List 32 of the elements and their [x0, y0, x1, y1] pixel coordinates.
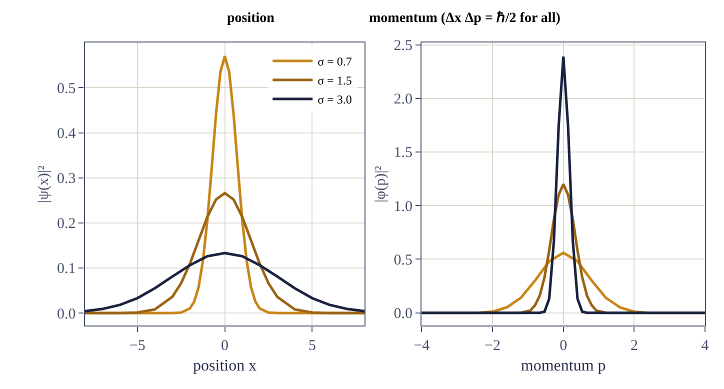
y-axis-title: |ψ(x)|²	[36, 164, 52, 203]
y-tick-label: 1.0	[394, 198, 413, 215]
y-tick-label: 2.0	[394, 92, 413, 108]
y-tick-label: 0.1	[56, 261, 76, 278]
x-tick-label: −4	[414, 338, 430, 354]
y-tick-label: 0.3	[56, 171, 76, 188]
chart-title: position	[227, 11, 275, 26]
x-tick-label: −2	[484, 338, 500, 354]
line-series	[422, 55, 706, 314]
y-tick-label: 0.5	[56, 80, 76, 97]
y-tick-label: 0.0	[56, 306, 76, 322]
line-series	[84, 192, 365, 314]
x-tick-label: −5	[129, 338, 146, 354]
line-series	[84, 252, 365, 313]
legend-label: σ = 1.5	[318, 74, 352, 88]
x-axis-title: momentum p	[520, 357, 606, 374]
x-tick-label: 5	[308, 338, 316, 354]
y-tick-label: 0.0	[394, 306, 413, 322]
y-tick-label: 1.5	[394, 145, 413, 162]
x-tick-label: 0	[221, 338, 229, 354]
y-tick-label: 2.5	[394, 38, 413, 54]
x-tick-label: 2	[630, 338, 638, 354]
x-tick-label: 4	[701, 338, 710, 354]
y-tick-label: 0.4	[56, 126, 76, 142]
y-axis-title: |φ(p)|²	[373, 165, 390, 202]
chart-title: momentum (Δx Δp = ℏ/2 for all)	[369, 11, 561, 26]
y-tick-label: 0.2	[56, 216, 76, 232]
x-axis-title: position x	[193, 357, 257, 374]
legend-label: σ = 3.0	[318, 92, 352, 107]
y-tick-label: 0.5	[394, 252, 413, 268]
x-tick-label: 0	[560, 338, 568, 354]
legend-label: σ = 0.7	[318, 54, 352, 69]
